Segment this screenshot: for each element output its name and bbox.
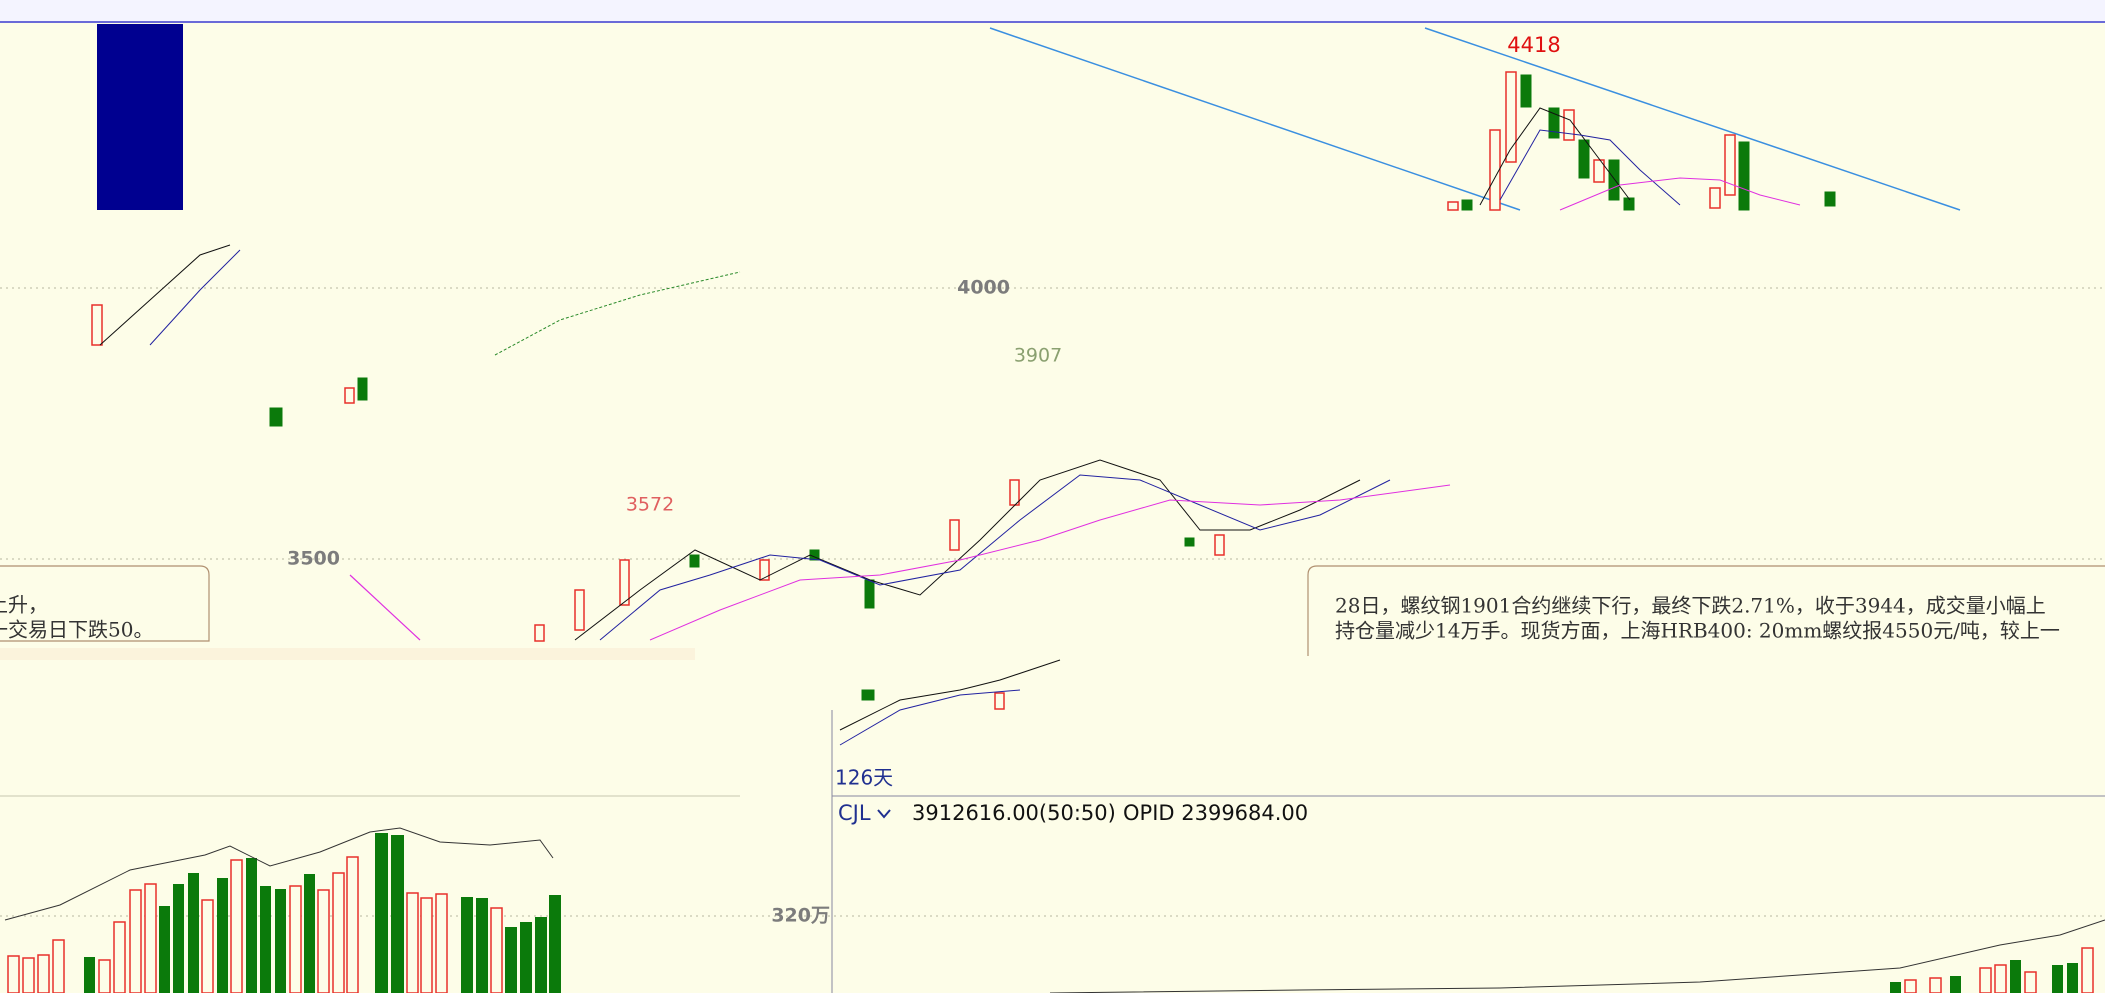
candle: [1448, 202, 1458, 210]
volume-bar: [290, 886, 301, 993]
candle: [535, 625, 544, 641]
volume-bar: [23, 958, 34, 993]
candle: [1725, 135, 1735, 195]
candle: [1739, 142, 1749, 210]
volume-bar: [2025, 972, 2036, 993]
volume-bar: [1950, 976, 1961, 993]
candle: [1462, 200, 1472, 210]
candle: [1825, 192, 1835, 206]
volume-bar: [8, 956, 19, 993]
volume-bar: [114, 922, 125, 993]
volume-bar: [421, 898, 432, 993]
volume-bar: [202, 900, 213, 993]
candle: [575, 590, 584, 630]
candle: [358, 378, 367, 400]
volume-bar: [2052, 965, 2063, 993]
candle: [270, 408, 282, 426]
indicator-selector[interactable]: CJL: [838, 801, 871, 825]
volume-bar: [130, 890, 141, 993]
volume-bar: [304, 874, 315, 993]
volume-bar: [2067, 963, 2078, 993]
price-axis-label: 3500: [287, 548, 340, 570]
candle: [690, 555, 699, 567]
volume-bar: [535, 917, 547, 993]
candle: [92, 305, 102, 345]
low-price-label: 3572: [626, 494, 674, 516]
candle: [1010, 480, 1019, 505]
candle: [865, 580, 874, 608]
note-text: 持仓量减少14万手。现货方面，上海HRB400: 20mm螺纹报4550元/吨，…: [1335, 619, 2060, 643]
trading-screen: 4000 3500 4418 3907 3572 上升， 一交易日下跌50。 2…: [0, 0, 2105, 993]
blue-block: [97, 24, 183, 210]
volume-bar: [407, 893, 418, 993]
volume-bar: [38, 955, 49, 993]
candle: [1521, 75, 1531, 107]
volume-bar: [84, 957, 95, 993]
note-text: 上升，: [0, 593, 48, 617]
volume-bar: [491, 908, 502, 993]
volume-bar: [436, 894, 447, 993]
volume-bar: [173, 884, 184, 993]
volume-bar: [461, 897, 473, 993]
candle: [345, 388, 354, 403]
volume-bar: [318, 890, 329, 993]
volume-bar: [375, 833, 388, 993]
volume-bar: [520, 922, 532, 993]
volume-bar: [260, 886, 271, 993]
volume-bar: [188, 873, 199, 993]
candle: [1564, 110, 1574, 140]
candle: [995, 693, 1004, 709]
volume-bar: [159, 906, 170, 993]
price-label: 3907: [1014, 345, 1062, 367]
candle: [1185, 538, 1194, 546]
volume-bar: [1995, 965, 2006, 993]
volume-bar: [476, 898, 488, 993]
volume-bar: [217, 878, 228, 993]
candle: [950, 520, 959, 550]
candle: [760, 560, 769, 580]
note-glitch: [0, 648, 695, 660]
volume-bar: [333, 873, 344, 993]
opid-value: OPID 2399684.00: [1123, 801, 1308, 825]
note-text: 28日，螺纹钢1901合约继续下行，最终下跌2.71%，收于3944，成交量小幅…: [1335, 594, 2046, 618]
volume-bar: [53, 940, 64, 993]
volume-bar: [231, 860, 242, 993]
candle: [1490, 130, 1500, 210]
volume-bar: [275, 889, 286, 993]
background: [0, 0, 2105, 993]
candle: [1624, 198, 1634, 210]
volume-bar: [549, 895, 561, 993]
volume-bar: [391, 835, 404, 993]
candle: [1579, 140, 1589, 178]
volume-bar: [347, 857, 358, 993]
top-bar: [0, 0, 2105, 22]
volume-bar: [1890, 982, 1901, 993]
volume-bar: [246, 858, 257, 993]
volume-bar: [1930, 978, 1941, 993]
candle: [1710, 188, 1720, 208]
candle: [862, 690, 874, 700]
candle: [620, 560, 629, 605]
note-text: 一交易日下跌50。: [0, 618, 153, 642]
candle: [1609, 160, 1619, 200]
volume-axis-label: 320万: [771, 905, 830, 927]
volume-bar: [145, 884, 156, 993]
volume-bar: [99, 960, 110, 993]
volume-bar: [1980, 968, 1991, 993]
volume-bar: [1905, 980, 1916, 993]
volume-bar: [2010, 960, 2021, 993]
days-label: 126天: [835, 766, 893, 790]
high-price-label: 4418: [1507, 33, 1560, 57]
price-axis-label: 4000: [957, 277, 1010, 299]
volume-bar: [2082, 948, 2093, 993]
candle: [1215, 535, 1224, 555]
volume-bar: [505, 927, 517, 993]
indicator-value: 3912616.00(50:50): [912, 801, 1116, 825]
